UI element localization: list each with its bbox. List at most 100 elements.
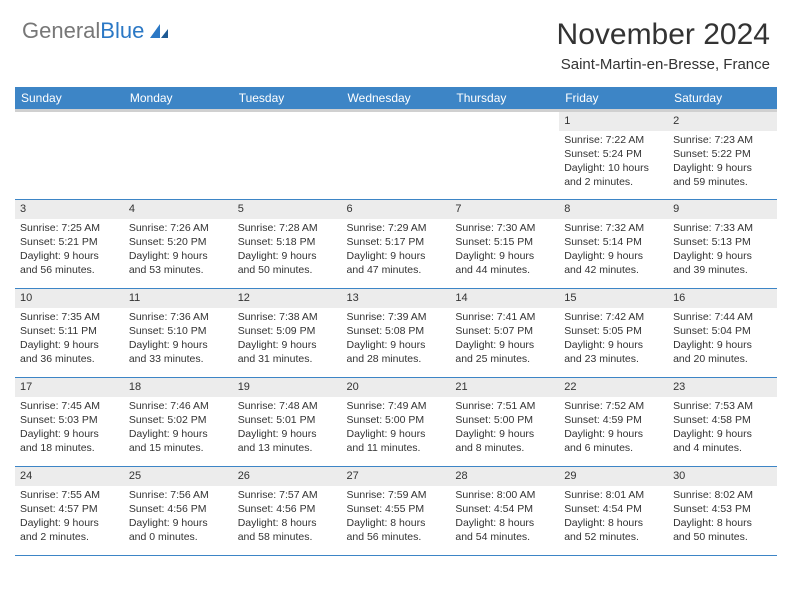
day-number: 29 xyxy=(559,467,668,486)
sunrise-text: Sunrise: 7:59 AM xyxy=(347,488,446,502)
calendar-week-row: 10Sunrise: 7:35 AMSunset: 5:11 PMDayligh… xyxy=(15,289,777,378)
sunset-text: Sunset: 5:07 PM xyxy=(455,324,554,338)
sunrise-text: Sunrise: 7:44 AM xyxy=(673,310,772,324)
cell-body: Sunrise: 7:46 AMSunset: 5:02 PMDaylight:… xyxy=(124,397,233,459)
sunrise-text: Sunrise: 7:26 AM xyxy=(129,221,228,235)
day-number: 6 xyxy=(342,200,451,219)
month-title: November 2024 xyxy=(557,18,770,52)
cell-body: Sunrise: 8:00 AMSunset: 4:54 PMDaylight:… xyxy=(450,486,559,548)
daylight-text: Daylight: 9 hours and 53 minutes. xyxy=(129,249,228,277)
daylight-text: Daylight: 9 hours and 59 minutes. xyxy=(673,161,772,189)
day-number: 24 xyxy=(15,467,124,486)
sunrise-text: Sunrise: 7:49 AM xyxy=(347,399,446,413)
cell-body: Sunrise: 7:56 AMSunset: 4:56 PMDaylight:… xyxy=(124,486,233,548)
sunrise-text: Sunrise: 7:35 AM xyxy=(20,310,119,324)
calendar-week-row: 24Sunrise: 7:55 AMSunset: 4:57 PMDayligh… xyxy=(15,467,777,556)
sunrise-text: Sunrise: 7:55 AM xyxy=(20,488,119,502)
sunset-text: Sunset: 5:10 PM xyxy=(129,324,228,338)
cell-body: Sunrise: 7:35 AMSunset: 5:11 PMDaylight:… xyxy=(15,308,124,370)
calendar-cell: 6Sunrise: 7:29 AMSunset: 5:17 PMDaylight… xyxy=(342,200,451,289)
sunset-text: Sunset: 5:18 PM xyxy=(238,235,337,249)
sunset-text: Sunset: 4:54 PM xyxy=(455,502,554,516)
calendar-cell: 27Sunrise: 7:59 AMSunset: 4:55 PMDayligh… xyxy=(342,467,451,556)
cell-body: Sunrise: 7:32 AMSunset: 5:14 PMDaylight:… xyxy=(559,219,668,281)
day-number: 18 xyxy=(124,378,233,397)
calendar-table: SundayMondayTuesdayWednesdayThursdayFrid… xyxy=(15,87,777,556)
sunrise-text: Sunrise: 7:42 AM xyxy=(564,310,663,324)
sunrise-text: Sunrise: 7:32 AM xyxy=(564,221,663,235)
daylight-text: Daylight: 9 hours and 23 minutes. xyxy=(564,338,663,366)
cell-body: Sunrise: 7:41 AMSunset: 5:07 PMDaylight:… xyxy=(450,308,559,370)
sunset-text: Sunset: 5:17 PM xyxy=(347,235,446,249)
day-number: 25 xyxy=(124,467,233,486)
logo-sail-icon xyxy=(148,22,170,40)
daylight-text: Daylight: 9 hours and 47 minutes. xyxy=(347,249,446,277)
sunset-text: Sunset: 4:55 PM xyxy=(347,502,446,516)
cell-body: Sunrise: 7:23 AMSunset: 5:22 PMDaylight:… xyxy=(668,131,777,193)
cell-body: Sunrise: 7:33 AMSunset: 5:13 PMDaylight:… xyxy=(668,219,777,281)
day-number: 11 xyxy=(124,289,233,308)
cell-body: Sunrise: 7:51 AMSunset: 5:00 PMDaylight:… xyxy=(450,397,559,459)
sunrise-text: Sunrise: 7:29 AM xyxy=(347,221,446,235)
sunrise-text: Sunrise: 8:01 AM xyxy=(564,488,663,502)
cell-body: Sunrise: 7:28 AMSunset: 5:18 PMDaylight:… xyxy=(233,219,342,281)
calendar-head: SundayMondayTuesdayWednesdayThursdayFrid… xyxy=(15,87,777,111)
weekday-header: Thursday xyxy=(450,87,559,111)
cell-body: Sunrise: 7:42 AMSunset: 5:05 PMDaylight:… xyxy=(559,308,668,370)
calendar-cell: 26Sunrise: 7:57 AMSunset: 4:56 PMDayligh… xyxy=(233,467,342,556)
calendar-cell: 9Sunrise: 7:33 AMSunset: 5:13 PMDaylight… xyxy=(668,200,777,289)
cell-body: Sunrise: 7:26 AMSunset: 5:20 PMDaylight:… xyxy=(124,219,233,281)
calendar-cell: 3Sunrise: 7:25 AMSunset: 5:21 PMDaylight… xyxy=(15,200,124,289)
weekday-header: Monday xyxy=(124,87,233,111)
weekday-header: Tuesday xyxy=(233,87,342,111)
day-number: 30 xyxy=(668,467,777,486)
day-number: 2 xyxy=(668,112,777,131)
logo-text-blue: Blue xyxy=(100,18,144,44)
calendar-cell: 2Sunrise: 7:23 AMSunset: 5:22 PMDaylight… xyxy=(668,111,777,200)
sunset-text: Sunset: 5:14 PM xyxy=(564,235,663,249)
calendar-week-row: 1Sunrise: 7:22 AMSunset: 5:24 PMDaylight… xyxy=(15,111,777,200)
sunrise-text: Sunrise: 7:36 AM xyxy=(129,310,228,324)
calendar-cell: 18Sunrise: 7:46 AMSunset: 5:02 PMDayligh… xyxy=(124,378,233,467)
day-number: 21 xyxy=(450,378,559,397)
sunrise-text: Sunrise: 7:28 AM xyxy=(238,221,337,235)
day-number: 10 xyxy=(15,289,124,308)
logo-text-general: General xyxy=(22,18,100,44)
daylight-text: Daylight: 9 hours and 13 minutes. xyxy=(238,427,337,455)
location: Saint-Martin-en-Bresse, France xyxy=(557,56,770,73)
weekday-row: SundayMondayTuesdayWednesdayThursdayFrid… xyxy=(15,87,777,111)
day-number: 16 xyxy=(668,289,777,308)
cell-body: Sunrise: 7:39 AMSunset: 5:08 PMDaylight:… xyxy=(342,308,451,370)
calendar-cell xyxy=(124,111,233,200)
daylight-text: Daylight: 9 hours and 42 minutes. xyxy=(564,249,663,277)
calendar-cell: 1Sunrise: 7:22 AMSunset: 5:24 PMDaylight… xyxy=(559,111,668,200)
daylight-text: Daylight: 9 hours and 8 minutes. xyxy=(455,427,554,455)
sunrise-text: Sunrise: 7:57 AM xyxy=(238,488,337,502)
cell-body: Sunrise: 7:30 AMSunset: 5:15 PMDaylight:… xyxy=(450,219,559,281)
day-number: 7 xyxy=(450,200,559,219)
daylight-text: Daylight: 9 hours and 36 minutes. xyxy=(20,338,119,366)
day-number: 14 xyxy=(450,289,559,308)
sunset-text: Sunset: 4:57 PM xyxy=(20,502,119,516)
calendar-cell: 15Sunrise: 7:42 AMSunset: 5:05 PMDayligh… xyxy=(559,289,668,378)
daylight-text: Daylight: 9 hours and 4 minutes. xyxy=(673,427,772,455)
daylight-text: Daylight: 9 hours and 50 minutes. xyxy=(238,249,337,277)
logo: GeneralBlue xyxy=(22,18,170,44)
day-number: 9 xyxy=(668,200,777,219)
calendar-body: 1Sunrise: 7:22 AMSunset: 5:24 PMDaylight… xyxy=(15,111,777,556)
cell-body: Sunrise: 7:55 AMSunset: 4:57 PMDaylight:… xyxy=(15,486,124,548)
day-number: 13 xyxy=(342,289,451,308)
calendar-cell: 23Sunrise: 7:53 AMSunset: 4:58 PMDayligh… xyxy=(668,378,777,467)
sunset-text: Sunset: 5:01 PM xyxy=(238,413,337,427)
sunset-text: Sunset: 4:54 PM xyxy=(564,502,663,516)
cell-body: Sunrise: 7:29 AMSunset: 5:17 PMDaylight:… xyxy=(342,219,451,281)
sunrise-text: Sunrise: 7:41 AM xyxy=(455,310,554,324)
daylight-text: Daylight: 9 hours and 18 minutes. xyxy=(20,427,119,455)
sunrise-text: Sunrise: 7:38 AM xyxy=(238,310,337,324)
daylight-text: Daylight: 9 hours and 56 minutes. xyxy=(20,249,119,277)
sunset-text: Sunset: 5:08 PM xyxy=(347,324,446,338)
cell-body: Sunrise: 8:01 AMSunset: 4:54 PMDaylight:… xyxy=(559,486,668,548)
sunset-text: Sunset: 5:21 PM xyxy=(20,235,119,249)
cell-body: Sunrise: 7:53 AMSunset: 4:58 PMDaylight:… xyxy=(668,397,777,459)
calendar-cell: 25Sunrise: 7:56 AMSunset: 4:56 PMDayligh… xyxy=(124,467,233,556)
